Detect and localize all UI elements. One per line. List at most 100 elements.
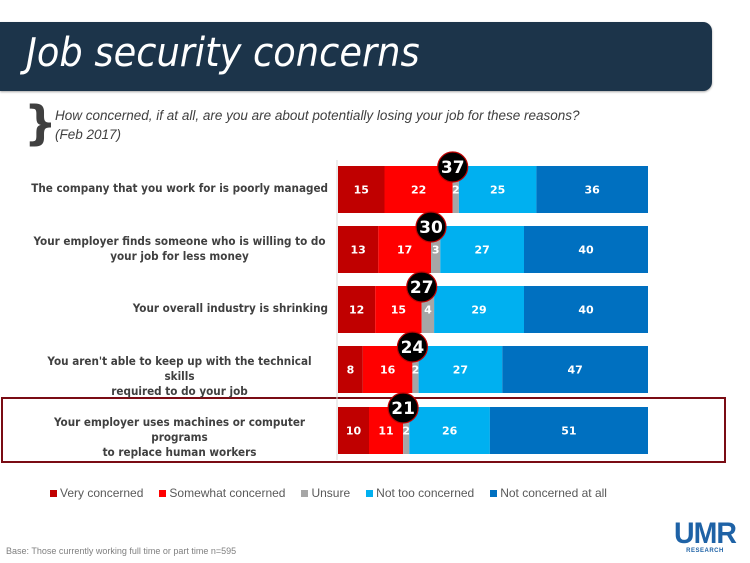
bar-segment-very-concerned bbox=[338, 226, 379, 273]
legend-label: Not concerned at all bbox=[500, 486, 607, 500]
legend: Very concerned Somewhat concerned Unsure No… bbox=[50, 486, 607, 500]
category-label-line: Your employer finds someone who is willi… bbox=[33, 233, 326, 248]
subtitle-line-1: How concerned, if at all, are you are ab… bbox=[55, 108, 580, 123]
category-label-line: required to do your job bbox=[111, 383, 248, 398]
bar-segment-not-too-concerned bbox=[434, 286, 524, 333]
logo-sub-text: RESEARCH bbox=[686, 548, 724, 554]
bar-row: 13 17 3 27 40 30 bbox=[338, 211, 648, 273]
data-label: 29 bbox=[471, 304, 486, 317]
bar-row: 12 15 4 29 40 27 bbox=[338, 271, 648, 333]
bar-segment-unsure bbox=[431, 226, 441, 273]
net-concerned-value: 21 bbox=[391, 399, 415, 419]
net-concerned-value: 37 bbox=[441, 158, 465, 178]
legend-label: Unsure bbox=[311, 486, 351, 500]
category-label: Your employer uses machines or computer … bbox=[31, 415, 328, 460]
net-concerned-bubble bbox=[387, 392, 419, 424]
data-label: 11 bbox=[378, 425, 393, 438]
logo-main-text: UMR bbox=[673, 517, 737, 550]
category-label-line: to replace human workers bbox=[102, 444, 257, 459]
net-concerned-bubble bbox=[415, 211, 447, 243]
bar-segment-very-concerned bbox=[338, 407, 369, 454]
brace-icon: } bbox=[24, 96, 57, 150]
legend-item: Very concerned bbox=[50, 486, 143, 500]
data-label: 27 bbox=[474, 244, 489, 257]
bar-segment-not-too-concerned bbox=[418, 346, 503, 393]
category-label-line: Your overall industry is shrinking bbox=[132, 301, 328, 315]
data-label: 17 bbox=[397, 244, 412, 257]
data-label: 16 bbox=[380, 364, 396, 377]
base-note: Base: Those currently working full time … bbox=[6, 546, 237, 556]
data-label: 15 bbox=[354, 184, 369, 197]
title-banner: Job security concerns bbox=[0, 22, 712, 91]
bar-segment-very-concerned bbox=[338, 166, 385, 213]
net-concerned-value: 30 bbox=[419, 218, 443, 238]
net-concerned-bubble bbox=[437, 151, 469, 183]
legend-label: Very concerned bbox=[60, 486, 144, 500]
net-concerned-value: 24 bbox=[401, 338, 425, 358]
umr-logo: UMR RESEARCH bbox=[663, 517, 747, 555]
bar-segment-very-concerned bbox=[338, 286, 376, 333]
legend-item: Unsure bbox=[301, 486, 350, 500]
data-label: 27 bbox=[453, 364, 468, 377]
legend-swatch bbox=[159, 489, 167, 497]
data-label: 51 bbox=[561, 425, 576, 438]
data-label: 36 bbox=[585, 184, 601, 197]
data-label: 8 bbox=[347, 364, 355, 377]
data-label: 13 bbox=[350, 244, 365, 257]
legend-item: Not too concerned bbox=[366, 486, 474, 500]
category-label-line: You aren't able to keep up with the tech… bbox=[47, 353, 312, 383]
bar-segment-not-concerned-at-all bbox=[524, 226, 648, 273]
highlight-box bbox=[1, 397, 726, 463]
data-label: 40 bbox=[578, 244, 594, 257]
bar-segment-unsure bbox=[403, 407, 410, 454]
data-label: 10 bbox=[346, 425, 362, 438]
data-label: 22 bbox=[411, 184, 426, 197]
category-label: You aren't able to keep up with the tech… bbox=[31, 354, 328, 399]
bar-segment-not-too-concerned bbox=[440, 226, 524, 273]
data-label: 40 bbox=[578, 304, 594, 317]
data-label: 4 bbox=[424, 304, 432, 317]
category-label-line: your job for less money bbox=[110, 248, 249, 263]
bar-segment-unsure bbox=[412, 346, 419, 393]
bar-segment-unsure bbox=[452, 166, 459, 213]
category-label-line: The company that you work for is poorly … bbox=[31, 181, 328, 195]
category-label: The company that you work for is poorly … bbox=[31, 181, 328, 196]
bar-segment-very-concerned bbox=[338, 346, 363, 393]
chart-subtitle: How concerned, if at all, are you are ab… bbox=[55, 106, 695, 144]
legend-item: Somewhat concerned bbox=[159, 486, 285, 500]
bar-segment-not-concerned-at-all bbox=[489, 407, 648, 454]
net-concerned-value: 27 bbox=[410, 278, 434, 298]
data-label: 26 bbox=[442, 425, 458, 438]
legend-swatch bbox=[490, 489, 498, 497]
page-title: Job security concerns bbox=[26, 30, 420, 76]
legend-label: Somewhat concerned bbox=[169, 486, 286, 500]
data-label: 25 bbox=[490, 184, 505, 197]
net-concerned-bubble bbox=[396, 331, 428, 363]
data-label: 15 bbox=[391, 304, 406, 317]
legend-item: Not concerned at all bbox=[490, 486, 607, 500]
data-label: 47 bbox=[567, 364, 582, 377]
data-label: 12 bbox=[349, 304, 364, 317]
data-label: 2 bbox=[412, 364, 420, 377]
bar-row: 8 16 2 27 47 24 bbox=[338, 331, 648, 393]
bar-segment-not-concerned-at-all bbox=[502, 346, 648, 393]
category-label: Your employer finds someone who is willi… bbox=[31, 234, 328, 264]
legend-swatch bbox=[366, 489, 374, 497]
legend-label: Not too concerned bbox=[376, 486, 475, 500]
bar-segment-not-concerned-at-all bbox=[536, 166, 648, 213]
data-label: 3 bbox=[432, 244, 440, 257]
legend-swatch bbox=[50, 489, 57, 497]
net-concerned-bubble bbox=[406, 271, 438, 303]
bar-segment-not-concerned-at-all bbox=[524, 286, 648, 333]
subtitle-line-2: (Feb 2017) bbox=[55, 127, 122, 142]
bar-segment-not-too-concerned bbox=[409, 407, 490, 454]
category-label: Your overall industry is shrinking bbox=[31, 301, 328, 316]
legend-swatch bbox=[301, 489, 309, 497]
data-label: 2 bbox=[402, 425, 410, 438]
category-label-line: Your employer uses machines or computer … bbox=[53, 414, 306, 444]
data-label: 2 bbox=[452, 184, 460, 197]
bar-segment-not-too-concerned bbox=[458, 166, 537, 213]
bar-row: 10 11 2 26 51 21 bbox=[338, 392, 648, 454]
